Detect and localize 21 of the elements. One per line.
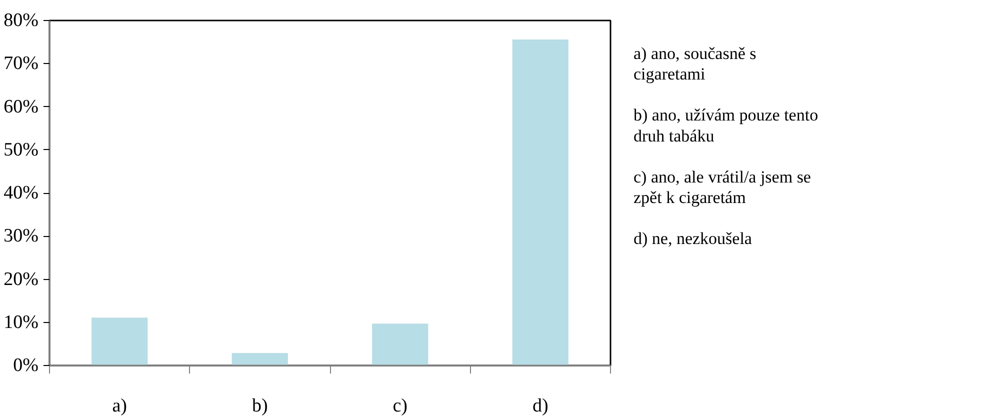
y-tick-label: 80%	[4, 10, 39, 31]
bar	[512, 39, 568, 366]
y-tick-label: 30%	[4, 226, 39, 247]
y-tick-label: 20%	[4, 268, 39, 290]
x-tick-label: a)	[112, 396, 128, 416]
bar	[92, 318, 148, 366]
x-tick-label: b)	[252, 396, 268, 416]
text: a) ano, současně s cigaretami	[634, 44, 756, 84]
y-tick-label: 10%	[4, 312, 39, 333]
y-tick-label: 40%	[4, 182, 39, 204]
x-tick-label: d)	[532, 396, 548, 416]
text: b) ano, užívám pouze tento druh tabáku	[634, 106, 818, 146]
bar	[372, 324, 428, 366]
y-tick-label: 0%	[13, 355, 39, 376]
y-tick-label: 70%	[4, 53, 39, 74]
text: d) ne, nezkoušela	[634, 229, 752, 248]
x-tick-label: c)	[392, 396, 408, 416]
bar	[232, 352, 288, 366]
text: c) ano, ale vrátil/a jsem se zpět k cigaretám	[634, 167, 811, 208]
y-tick-label: 50%	[4, 139, 39, 160]
y-tick-label: 60%	[4, 96, 39, 118]
